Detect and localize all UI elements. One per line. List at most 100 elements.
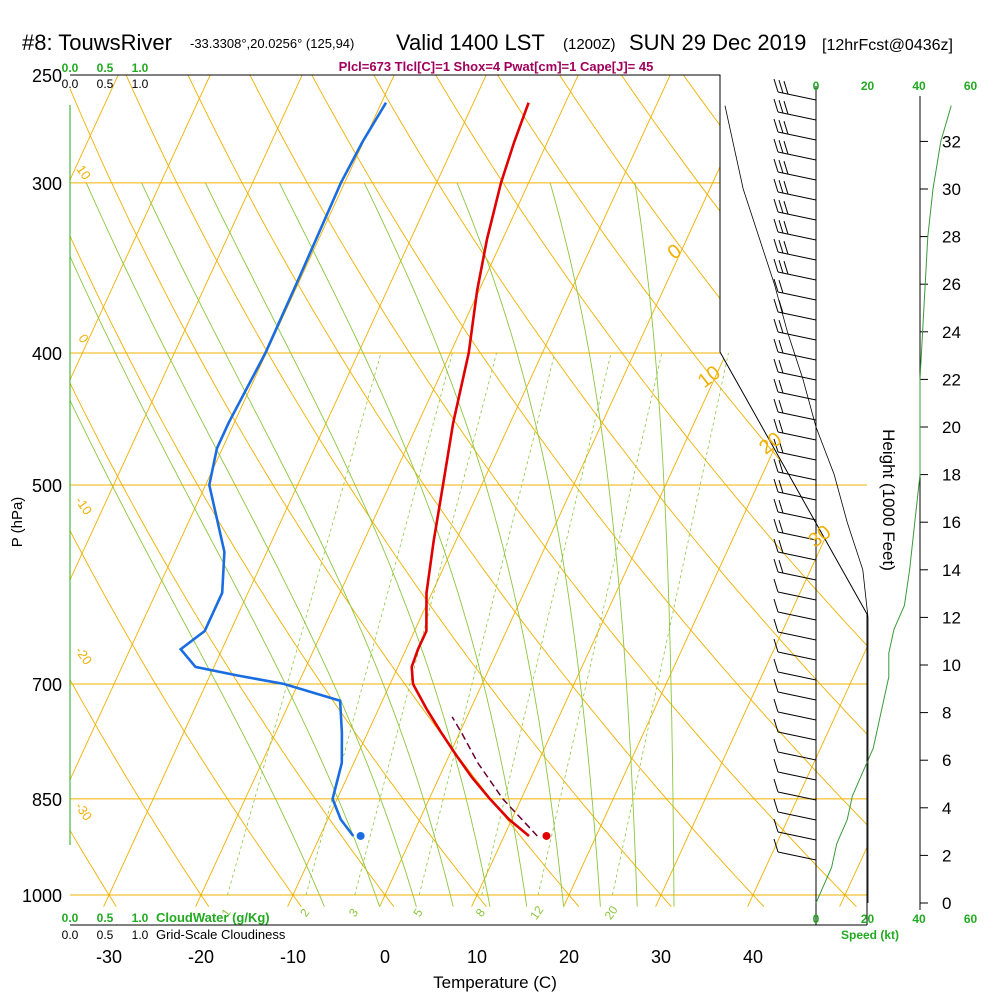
cloudiness-scale-top: 0.0 [62,77,79,91]
cloudwater-scale-bottom: 0.0 [62,911,79,925]
height-tick: 28 [942,228,961,247]
temperature-tick: 30 [651,947,671,967]
height-tick: 24 [942,323,961,342]
wind-barb-feather [778,279,784,294]
wind-barb [777,211,817,221]
wind-barb [777,451,817,461]
wind-barb [777,571,817,581]
cloudiness-scale-bottom: 1.0 [132,928,149,942]
speed-axis-label: Speed (kt) [841,928,899,942]
isotherm-label: 30 [804,521,835,552]
wind-barb-feather [773,418,779,433]
wind-barb-feather [773,678,779,693]
wind-barb-feather [773,718,779,733]
data-layer [178,102,551,840]
dry-adiabat [435,75,867,908]
wind-barb-feather [773,298,779,313]
wind-barb-feather [778,119,784,134]
wind-barb-feather [778,359,784,374]
wind-barb-feather [778,539,784,554]
cloudwater-scale-top: 0.0 [62,61,79,75]
wind-barb-feather [778,139,784,154]
height-tick: 26 [942,275,961,294]
wind-barb-feather [778,159,784,174]
wind-barb-feather [778,559,784,574]
wind-barb [777,231,817,241]
wind-barb [777,351,817,361]
cloudwater-scale-top: 1.0 [132,61,149,75]
dry-adiabat [187,75,765,908]
wind-barb [777,691,817,701]
wind-barb-feather [773,118,779,133]
pressure-tick: 400 [32,344,62,364]
wind-barb-feather [773,558,779,573]
valid-date: SUN 29 Dec 2019 [629,30,806,55]
station-coords: -33.3308°,20.0256° (125,94) [190,36,354,51]
pressure-tick: 1000 [22,886,62,906]
wind-barb-feather [773,518,779,533]
isotherm [70,75,406,907]
pressure-tick: 700 [32,675,62,695]
speed-tick-bottom: 0 [813,912,820,926]
dry-adiabat-label: -30 [72,799,95,823]
wind-barb-feather [773,658,779,673]
moist-adiabat [456,182,601,907]
cloudwater-label: CloudWater (g/Kg) [156,910,270,925]
mixing-ratio-label: 20 [602,903,621,922]
wind-barb-feather [773,638,779,653]
height-tick: 6 [942,751,951,770]
wind-barb-feather [783,101,789,115]
isotherm-label: 0 [664,240,686,264]
dry-adiabat [373,75,867,908]
temperature-tick: -20 [188,947,214,967]
wind-barb [777,511,817,521]
cloudwater-scale-top: 0.5 [97,61,114,75]
mixing-ratio-label: 12 [527,903,546,922]
mixing-ratio-line [418,352,556,896]
wind-barb [777,471,817,481]
wind-barb-feather [778,79,784,94]
wind-barb-feather [778,339,784,354]
wind-barb-feather [773,398,779,413]
wind-barb [777,251,817,261]
mixing-ratio-label: 2 [297,906,312,920]
wind-barb-feather [778,219,784,234]
forecast-info: [12hrFcst@0436z] [822,37,953,54]
wind-barb [777,591,817,601]
wind-barb [777,671,817,681]
isotherm [195,75,590,907]
height-tick: 2 [942,846,951,865]
wind-barb-feather [773,578,779,593]
wind-barb-feather [778,459,784,474]
dry-adiabat [125,75,672,908]
x-axis-label: Temperature (C) [433,973,557,992]
pressure-tick: 500 [32,476,62,496]
dry-adiabat [559,75,867,908]
wind-barb [777,371,817,381]
wind-barb [777,811,817,821]
dry-adiabat-label: 10 [73,162,94,182]
dry-adiabat [621,75,867,908]
height-tick: 10 [942,656,961,675]
height-tick: 30 [942,180,961,199]
moist-adiabat [549,182,638,907]
wind-barb-feather [783,161,789,175]
moist-adiabat [85,182,417,907]
wind-barb-feather [778,259,784,274]
wind-envelope-line [724,105,869,903]
wind-barb-feather [773,438,779,453]
parcel-path [451,716,538,837]
speed-tick-top: 60 [964,79,978,93]
wind-barb-feather [773,458,779,473]
wind-barb-feather [783,221,789,235]
mixing-ratio-label: 8 [473,906,488,920]
moist-adiabat [634,182,675,907]
mixing-ratio-line [227,352,382,896]
wind-barb-feather [773,798,779,813]
wind-barb [777,491,817,501]
height-tick: 14 [942,561,961,580]
wind-barb-feather [783,121,789,135]
moist-adiabat [70,182,381,907]
wind-barb-feather [773,498,779,513]
